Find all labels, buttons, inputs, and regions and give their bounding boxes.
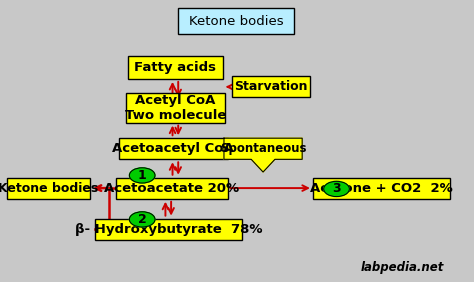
Text: Starvation: Starvation	[235, 80, 308, 93]
FancyBboxPatch shape	[126, 93, 225, 123]
Text: 3: 3	[332, 182, 341, 195]
Text: β- Hydroxybutyrate  78%: β- Hydroxybutyrate 78%	[74, 222, 262, 236]
FancyBboxPatch shape	[178, 8, 294, 34]
FancyBboxPatch shape	[118, 138, 228, 159]
FancyBboxPatch shape	[313, 178, 450, 199]
Text: Spontaneous: Spontaneous	[220, 142, 306, 155]
Circle shape	[129, 168, 155, 183]
Polygon shape	[224, 138, 302, 172]
FancyBboxPatch shape	[116, 178, 228, 199]
Text: 2: 2	[138, 213, 146, 226]
FancyBboxPatch shape	[232, 76, 310, 97]
Text: Acetoacetyl CoA: Acetoacetyl CoA	[112, 142, 234, 155]
Text: Acetone + CO2  2%: Acetone + CO2 2%	[310, 182, 453, 195]
Text: Ketone bodies: Ketone bodies	[189, 15, 283, 28]
Text: 1: 1	[138, 169, 146, 182]
FancyBboxPatch shape	[95, 219, 242, 240]
FancyBboxPatch shape	[7, 178, 90, 199]
Text: labpedia.net: labpedia.net	[360, 261, 444, 274]
Text: Acetyl CoA
Two molecule: Acetyl CoA Two molecule	[125, 94, 226, 122]
Text: Ketone bodies: Ketone bodies	[0, 182, 99, 195]
Text: Acetoacetate 20%: Acetoacetate 20%	[104, 182, 239, 195]
Circle shape	[324, 181, 349, 197]
FancyBboxPatch shape	[128, 56, 223, 79]
Text: Fatty acids: Fatty acids	[135, 61, 216, 74]
Circle shape	[129, 212, 155, 227]
